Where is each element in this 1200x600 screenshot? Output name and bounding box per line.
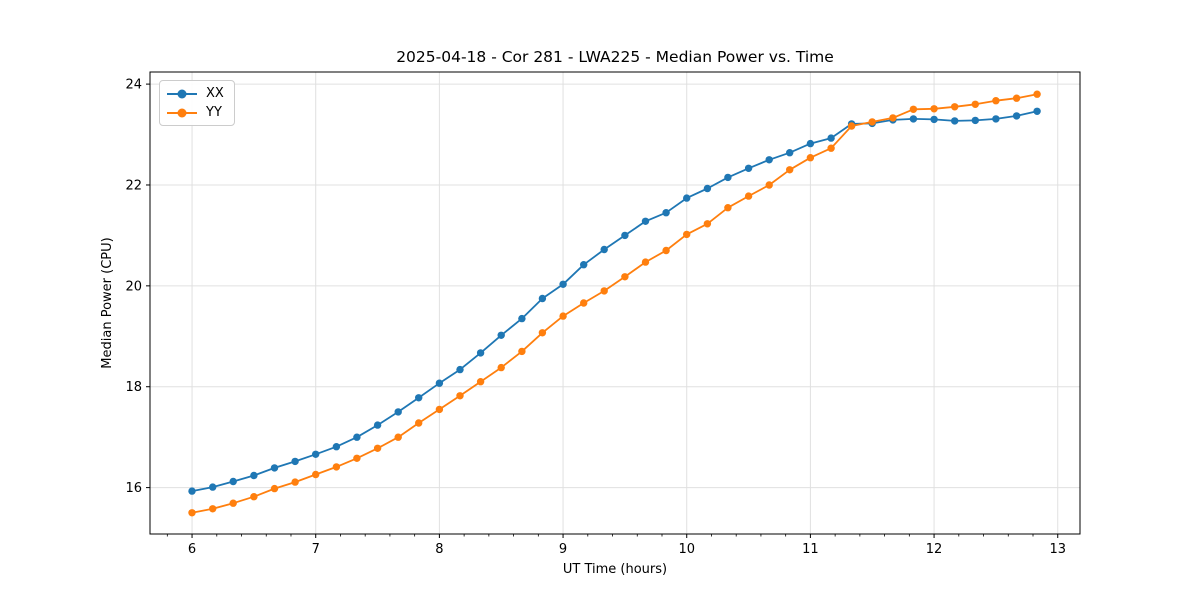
legend-entry-xx: XX	[167, 86, 224, 101]
legend-label-yy: YY	[206, 105, 222, 120]
svg-text:24: 24	[125, 78, 142, 93]
svg-text:10: 10	[678, 542, 695, 557]
svg-text:18: 18	[125, 380, 142, 395]
legend-entry-yy: YY	[167, 105, 224, 120]
svg-text:12: 12	[926, 542, 943, 557]
svg-text:20: 20	[125, 279, 142, 294]
svg-text:9: 9	[559, 542, 567, 557]
legend-label-xx: XX	[206, 86, 224, 101]
svg-text:13: 13	[1049, 542, 1066, 557]
legend-marker-yy	[167, 108, 197, 118]
chart-title: 2025-04-18 - Cor 281 - LWA225 - Median P…	[396, 48, 834, 66]
svg-text:7: 7	[312, 542, 320, 557]
svg-text:6: 6	[188, 542, 196, 557]
x-axis-label: UT Time (hours)	[562, 562, 668, 577]
legend-marker-xx	[167, 89, 197, 99]
y-axis-label: Median Power (CPU)	[100, 237, 115, 369]
svg-text:11: 11	[802, 542, 819, 557]
svg-text:16: 16	[125, 481, 142, 496]
legend: XX YY	[159, 80, 235, 126]
svg-text:22: 22	[125, 178, 142, 193]
svg-text:8: 8	[435, 542, 443, 557]
